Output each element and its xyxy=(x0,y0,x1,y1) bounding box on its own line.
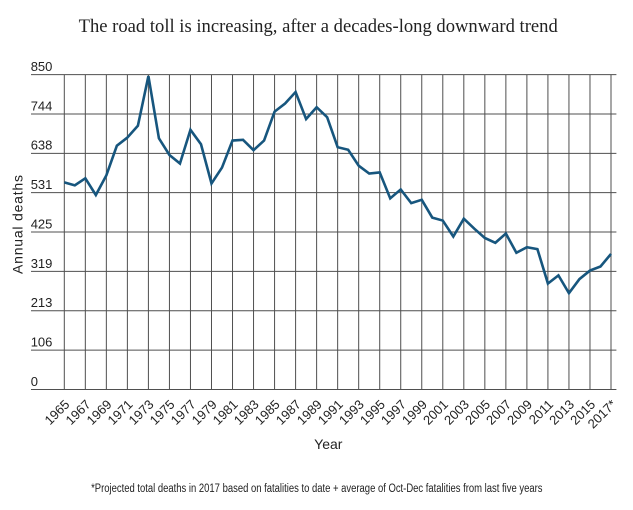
svg-text:The road toll is increasing, a: The road toll is increasing, after a dec… xyxy=(79,16,559,37)
svg-text:425: 425 xyxy=(31,216,53,231)
svg-text:638: 638 xyxy=(31,138,53,153)
svg-text:744: 744 xyxy=(31,98,53,113)
svg-text:*Projected total deaths in 201: *Projected total deaths in 2017 based on… xyxy=(91,482,543,495)
svg-text:Year: Year xyxy=(314,436,343,452)
svg-text:319: 319 xyxy=(31,256,53,271)
svg-text:Annual deaths: Annual deaths xyxy=(10,175,26,274)
svg-text:850: 850 xyxy=(31,59,53,74)
svg-text:0: 0 xyxy=(31,374,38,389)
svg-text:213: 213 xyxy=(31,295,53,310)
svg-text:531: 531 xyxy=(31,177,53,192)
svg-text:106: 106 xyxy=(31,335,53,350)
